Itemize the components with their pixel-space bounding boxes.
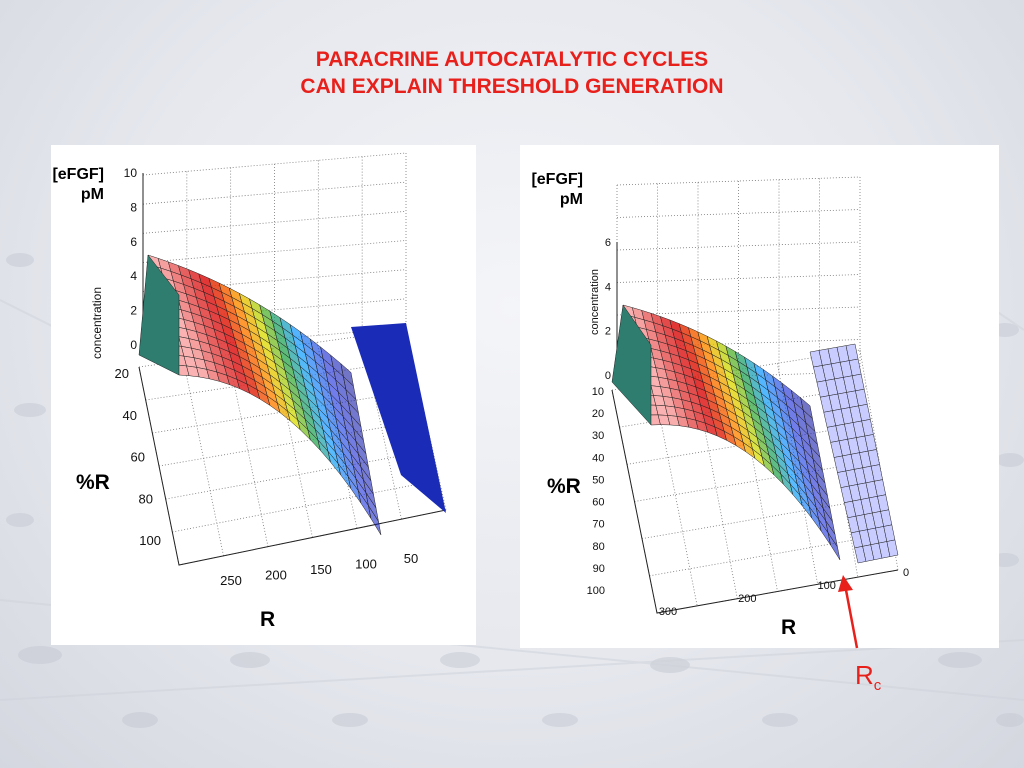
right-ytick-label: 90 — [593, 563, 605, 575]
right-ylabel: %R — [547, 475, 581, 498]
title-line-2: CAN EXPLAIN THRESHOLD GENERATION — [300, 75, 724, 98]
left-ztick-label: 6 — [130, 235, 137, 249]
right-ztick-label: 2 — [605, 326, 611, 338]
left-unit-line1: [eFGF] — [52, 166, 104, 183]
left-ztick-label: 4 — [130, 269, 137, 283]
left-chart-panel: 0 2 4 6 8 10 100 80 60 40 20 250 200 150 100 50 conce… — [51, 145, 476, 645]
left-ytick-label: 20 — [115, 366, 129, 381]
left-ztick-label: 10 — [124, 166, 138, 180]
right-chart-panel: 0 2 4 6 100 90 80 70 60 50 40 30 20 10 300 200 100 0 co… — [520, 145, 999, 648]
left-unit-line2: pM — [80, 186, 104, 203]
right-ytick-label: 20 — [592, 408, 604, 420]
right-ztick-label: 6 — [605, 237, 611, 249]
rc-main: R — [855, 660, 874, 690]
right-ztick-label: 4 — [605, 281, 611, 293]
left-ylabel: %R — [76, 471, 110, 494]
right-ytick-label: 70 — [592, 519, 604, 531]
right-xtick-label: 100 — [817, 580, 835, 592]
left-ytick-label: 60 — [131, 450, 145, 465]
left-xlabel: R — [260, 608, 276, 631]
right-ytick-label: 100 — [587, 585, 605, 597]
rc-sub: c — [873, 677, 882, 695]
title-line-1: PARACRINE AUTOCATALYTIC CYCLES — [315, 48, 709, 71]
left-ztick-label: 8 — [130, 200, 137, 214]
right-xlabel: R — [781, 616, 797, 639]
left-ytick-label: 80 — [139, 491, 153, 506]
slide-title: PARACRINE AUTOCATALYTIC CYCLES CAN EXPLA… — [0, 46, 1024, 100]
right-xtick-label: 200 — [738, 593, 756, 605]
right-unit-label: [eFGF] pM — [515, 170, 583, 210]
left-xtick-label: 100 — [355, 557, 377, 572]
right-ytick-label: 10 — [592, 386, 604, 398]
right-surface — [611, 304, 899, 564]
right-ytick-label: 30 — [592, 430, 604, 442]
right-zlabel: concentration — [589, 269, 601, 335]
left-xtick-label: 200 — [265, 568, 287, 583]
left-xtick-label: 150 — [310, 562, 332, 577]
right-ytick-label: 80 — [593, 541, 605, 553]
right-unit-line2: pM — [559, 191, 583, 208]
left-ztick-label: 0 — [130, 338, 137, 352]
right-ytick-label: 60 — [592, 497, 604, 509]
left-zlabel: concentration — [90, 287, 104, 359]
right-ytick-label: 40 — [592, 452, 604, 464]
right-xtick-label: 0 — [903, 567, 909, 579]
left-ytick-label: 40 — [123, 408, 137, 423]
right-surface-chart: 0 2 4 6 100 90 80 70 60 50 40 30 20 10 300 200 100 0 co… — [587, 176, 909, 618]
left-ztick-label: 2 — [130, 304, 137, 318]
left-surface — [138, 254, 446, 536]
right-unit-line1: [eFGF] — [531, 171, 583, 188]
right-ztick-label: 0 — [605, 370, 611, 382]
left-ytick-label: 100 — [139, 533, 161, 548]
right-xtick-label: 300 — [659, 606, 677, 618]
right-ytick-label: 50 — [592, 474, 604, 486]
left-unit-label: [eFGF] pM — [39, 165, 104, 205]
left-xtick-label: 250 — [220, 573, 242, 588]
left-surface-chart: 0 2 4 6 8 10 100 80 60 40 20 250 200 150 100 50 conce… — [90, 152, 447, 588]
left-xtick-label: 50 — [404, 551, 418, 566]
rc-annotation: Rc — [855, 660, 881, 694]
